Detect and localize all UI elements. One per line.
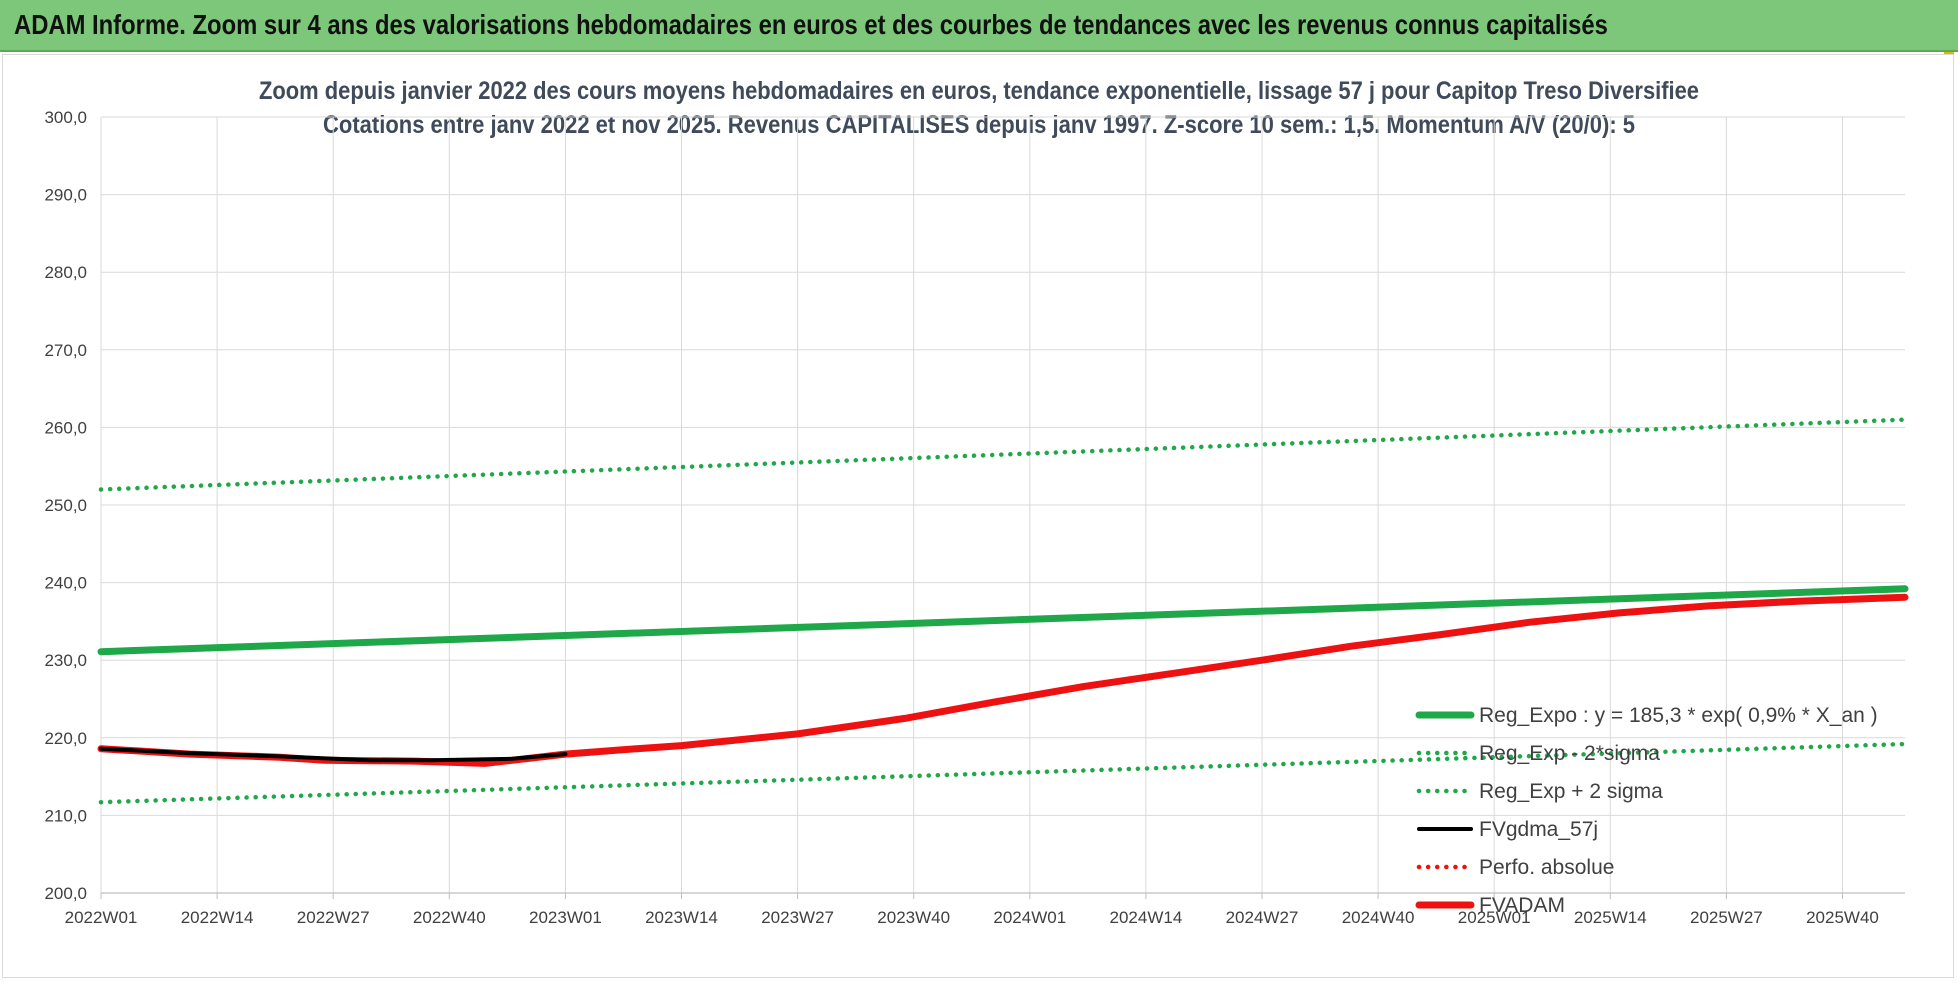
chart-title-line-2: Cotations entre janv 2022 et nov 2025. R… [323, 111, 1635, 139]
legend-label-4: Perfo. absolue [1479, 856, 1614, 879]
legend-label-0: Reg_Expo : y = 185,3 * exp( 0,9% * X_an … [1479, 704, 1878, 727]
x-tick-label: 2023W14 [645, 908, 718, 927]
y-tick-label: 270,0 [44, 341, 87, 360]
x-tick-label: 2022W40 [413, 908, 486, 927]
x-tick-label: 2023W01 [529, 908, 602, 927]
x-tick-label: 2024W27 [1226, 908, 1299, 927]
y-tick-label: 240,0 [44, 574, 87, 593]
x-tick-label: 2022W01 [65, 908, 138, 927]
y-tick-label: 200,0 [44, 884, 87, 903]
y-tick-label: 250,0 [44, 496, 87, 515]
y-tick-label: 230,0 [44, 651, 87, 670]
y-tick-label: 220,0 [44, 729, 87, 748]
series-line-0 [97, 585, 1909, 656]
series-line-2 [98, 417, 1908, 492]
y-tick-label: 290,0 [44, 186, 87, 205]
legend-label-3: FVgdma_57j [1479, 818, 1598, 841]
x-tick-label: 2024W01 [993, 908, 1066, 927]
y-tick-label: 210,0 [44, 806, 87, 825]
legend-label-5: FVADAM [1479, 894, 1565, 917]
legend-label-1: Reg_Exp - 2*sigma [1479, 742, 1660, 765]
series-line-1 [98, 741, 1908, 805]
x-tick-label: 2025W01 [1458, 908, 1531, 927]
header-title: ADAM Informe. Zoom sur 4 ans des valoris… [14, 9, 1608, 40]
x-tick-label: 2024W14 [1110, 908, 1183, 927]
x-tick-label: 2023W40 [877, 908, 950, 927]
series-line-3 [99, 746, 568, 763]
legend-label-2: Reg_Exp + 2 sigma [1479, 780, 1663, 803]
chart-title-line-1: Zoom depuis janvier 2022 des cours moyen… [259, 77, 1699, 105]
x-tick-label: 2025W14 [1574, 908, 1647, 927]
x-tick-label: 2022W14 [181, 908, 254, 927]
line-chart: Zoom depuis janvier 2022 des cours moyen… [44, 77, 1909, 927]
x-tick-label: 2022W27 [297, 908, 370, 927]
x-tick-label: 2023W27 [761, 908, 834, 927]
y-tick-label: 300,0 [44, 108, 87, 127]
chart-frame: Zoom depuis janvier 2022 des cours moyen… [2, 54, 1954, 978]
x-tick-label: 2024W40 [1342, 908, 1415, 927]
x-tick-label: 2025W27 [1690, 908, 1763, 927]
y-tick-label: 260,0 [44, 418, 87, 437]
x-tick-label: 2025W40 [1806, 908, 1879, 927]
corner-marker-right [1944, 52, 1954, 54]
header-banner: ADAM Informe. Zoom sur 4 ans des valoris… [0, 0, 1958, 52]
y-tick-label: 280,0 [44, 263, 87, 282]
